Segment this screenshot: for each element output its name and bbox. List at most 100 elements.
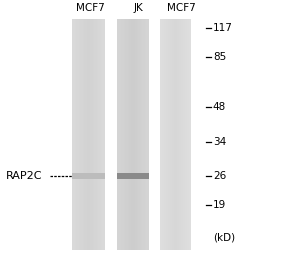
Text: MCF7: MCF7 — [76, 3, 105, 13]
Bar — [170, 19, 171, 249]
Bar — [76, 19, 77, 249]
Bar — [96, 19, 97, 249]
Bar — [103, 19, 104, 249]
Bar — [86, 19, 87, 249]
Bar — [121, 19, 122, 249]
Bar — [136, 19, 137, 249]
Bar — [163, 19, 164, 249]
Bar — [142, 19, 143, 249]
Bar — [117, 19, 119, 249]
Bar — [171, 19, 172, 249]
Bar — [99, 19, 100, 249]
Bar — [81, 19, 82, 249]
Bar — [160, 173, 191, 179]
Bar — [164, 19, 166, 249]
Bar — [162, 19, 163, 249]
Bar — [89, 19, 90, 249]
Bar — [139, 19, 140, 249]
Bar — [117, 173, 149, 179]
Bar — [147, 19, 148, 249]
Bar — [189, 19, 190, 249]
Bar — [174, 19, 175, 249]
Bar — [172, 19, 173, 249]
Bar — [88, 19, 89, 249]
Text: 19: 19 — [213, 200, 226, 210]
Bar — [146, 19, 147, 249]
Bar — [164, 19, 165, 249]
Bar — [161, 19, 162, 249]
Bar — [165, 19, 166, 249]
Bar — [119, 19, 120, 249]
Bar — [135, 19, 136, 249]
Bar — [160, 19, 161, 249]
Bar — [184, 19, 185, 249]
Bar — [72, 19, 73, 249]
Bar — [131, 19, 132, 249]
Bar — [82, 19, 83, 249]
Bar — [72, 173, 105, 179]
Text: MCF7: MCF7 — [167, 3, 196, 13]
Bar — [186, 19, 187, 249]
Bar — [91, 19, 92, 249]
Bar — [87, 19, 88, 249]
Bar — [122, 19, 123, 249]
Bar — [128, 19, 129, 249]
Bar — [80, 19, 81, 249]
Bar — [90, 19, 91, 249]
Bar — [80, 19, 82, 249]
Text: 85: 85 — [213, 53, 226, 62]
Bar — [176, 19, 177, 249]
Bar — [88, 19, 89, 249]
Bar — [134, 19, 135, 249]
Bar — [75, 19, 76, 249]
Bar — [97, 19, 98, 249]
Text: RAP2C: RAP2C — [6, 171, 43, 181]
Text: 26: 26 — [213, 171, 226, 181]
Bar — [125, 19, 126, 249]
Bar — [189, 19, 190, 249]
Bar — [97, 19, 98, 249]
Bar — [118, 19, 119, 249]
Bar — [93, 19, 95, 249]
Bar — [92, 19, 93, 249]
Bar — [144, 19, 145, 249]
Bar — [145, 19, 146, 249]
Bar — [79, 19, 80, 249]
Bar — [183, 19, 184, 249]
Bar — [188, 19, 189, 249]
Bar — [161, 19, 162, 249]
Bar — [141, 19, 142, 249]
Bar — [143, 19, 144, 249]
Bar — [137, 19, 138, 249]
Text: 48: 48 — [213, 102, 226, 112]
Bar — [102, 19, 103, 249]
Bar — [166, 19, 167, 249]
Bar — [180, 19, 181, 249]
Bar — [121, 19, 122, 249]
Bar — [83, 19, 84, 249]
Bar — [101, 19, 102, 249]
Bar — [190, 19, 191, 249]
Bar — [179, 19, 180, 249]
Bar — [138, 19, 140, 249]
Bar — [126, 19, 127, 249]
Bar — [186, 19, 187, 249]
Bar — [175, 19, 177, 249]
Bar — [140, 19, 141, 249]
Bar — [74, 19, 75, 249]
Bar — [167, 19, 168, 249]
Bar — [104, 19, 105, 249]
Text: (kD): (kD) — [213, 233, 235, 243]
Bar — [142, 19, 143, 249]
Bar — [135, 19, 136, 249]
Bar — [168, 19, 169, 249]
Bar — [75, 19, 76, 249]
Bar — [85, 19, 86, 249]
Bar — [181, 19, 182, 249]
Bar — [168, 19, 170, 249]
Bar — [120, 19, 121, 249]
Bar — [100, 19, 101, 249]
Bar — [148, 19, 149, 249]
Text: 34: 34 — [213, 137, 226, 147]
Bar — [77, 19, 78, 249]
